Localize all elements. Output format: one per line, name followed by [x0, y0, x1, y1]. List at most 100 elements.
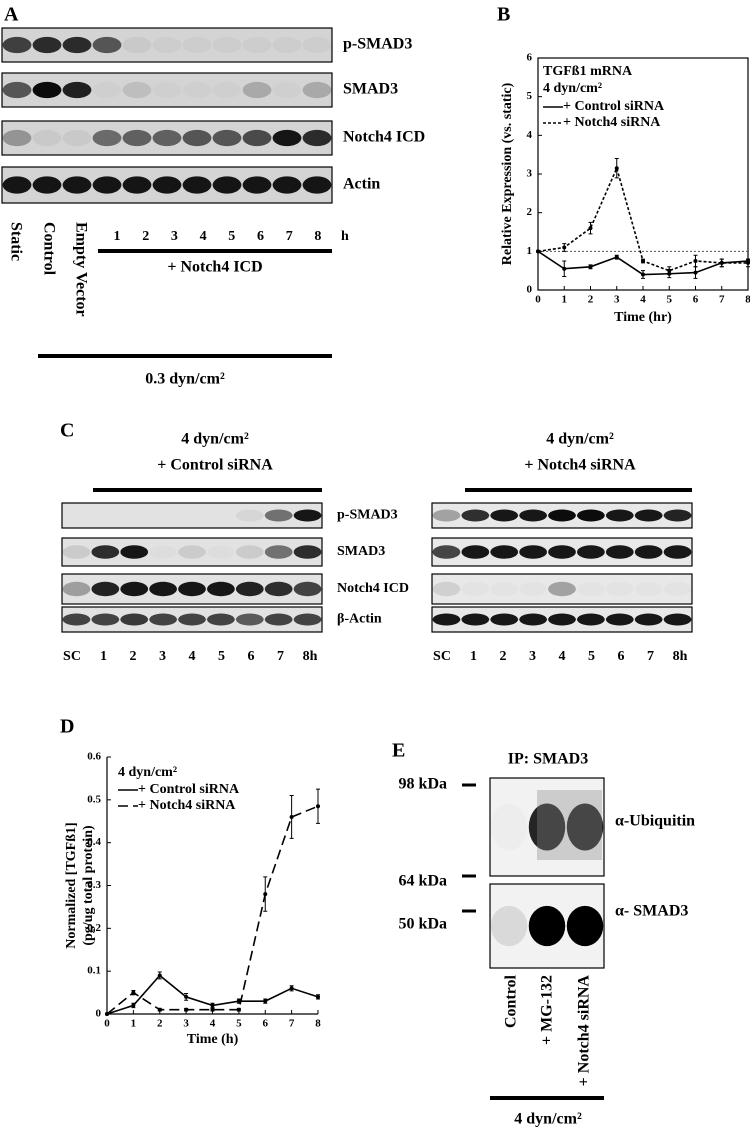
x-tick-label: 3 [183, 1018, 189, 1030]
blot-band [235, 545, 264, 559]
lane-label: 2 [130, 649, 137, 664]
panel-letter: B [497, 4, 510, 26]
blot-band [120, 613, 149, 626]
y-tick-label: 0.2 [87, 922, 101, 934]
blot-band [91, 545, 120, 559]
blot-band [490, 582, 518, 596]
condition-label: 0.3 dyn/cm² [145, 371, 225, 388]
blot-band [302, 176, 332, 194]
lane-label: Empty Vector [72, 222, 89, 317]
data-point [562, 266, 567, 271]
blot-band [264, 509, 293, 522]
lane-label: 6 [618, 649, 625, 664]
lane-label: 4 [559, 649, 566, 664]
blot-band [605, 545, 634, 559]
lane-label: 8 [314, 229, 321, 244]
blot-band [605, 509, 634, 522]
marker-label: 98 kDa [399, 776, 447, 793]
blot-band [302, 129, 332, 147]
blot-band [528, 905, 566, 947]
panel-letter: C [60, 420, 74, 442]
x-tick-label: 7 [289, 1018, 295, 1030]
blot-band [243, 37, 272, 53]
blot-label: Actin [343, 176, 380, 193]
blot-band [273, 37, 302, 53]
lane-label: 1 [100, 649, 107, 664]
blot-label: Notch4 ICD [343, 129, 425, 146]
y-tick-label: 0.5 [87, 793, 101, 805]
blot-band [664, 582, 692, 596]
lane-label: 1 [114, 229, 121, 244]
blot-band [183, 82, 212, 98]
blot-band [207, 545, 235, 558]
y-tick-label: 3 [527, 168, 533, 180]
x-tick-label: 8 [745, 294, 750, 306]
y-tick-label: 0 [527, 284, 533, 296]
series-line [106, 805, 319, 1015]
data-point [105, 1012, 109, 1016]
blot-label: p-SMAD3 [343, 36, 412, 53]
blot-band [566, 803, 604, 851]
data-point [614, 255, 619, 260]
marker-label: 64 kDa [399, 873, 447, 890]
blot-label: SMAD3 [343, 81, 398, 98]
blot-band [152, 176, 182, 194]
data-point [210, 1007, 215, 1012]
data-point [614, 166, 619, 171]
blot-band [663, 613, 692, 626]
blot-band [303, 37, 332, 53]
blot-band [2, 129, 32, 147]
blot-band [32, 36, 62, 54]
x-axis-label: Time (h) [187, 1032, 239, 1047]
blot-band [120, 545, 149, 559]
blot-band [91, 613, 120, 626]
blot-band [293, 509, 322, 522]
lane-label: 7 [286, 229, 293, 244]
blot-label: SMAD3 [337, 544, 385, 559]
lane-label: Static [7, 222, 24, 261]
treatment-label: + Notch4 siRNA [524, 457, 636, 474]
blot-band [178, 545, 206, 559]
x-tick-label: 1 [131, 1018, 137, 1030]
data-point [562, 245, 567, 250]
smear [537, 790, 602, 860]
panel-letter: E [392, 740, 405, 762]
data-point [289, 986, 294, 991]
annotation: 4 dyn/cm² [118, 765, 177, 780]
blot-band [32, 129, 62, 147]
blot-label: α- SMAD3 [615, 903, 688, 920]
data-point [316, 804, 320, 809]
x-tick-label: 4 [640, 294, 646, 306]
x-tick-label: 0 [104, 1018, 110, 1030]
lane-label: SC [63, 649, 81, 664]
blot-band [577, 613, 605, 626]
blot-band [62, 581, 91, 597]
blot-label: β-Actin [337, 612, 382, 627]
blot-band [213, 37, 242, 53]
data-point [210, 1003, 215, 1008]
blot-band [212, 129, 242, 147]
x-axis-label: Time (hr) [614, 310, 672, 325]
blot-band [62, 129, 92, 147]
blot-band [490, 545, 519, 559]
ip-title: IP: SMAD3 [508, 751, 588, 768]
blot-band [62, 81, 92, 99]
blot-band [519, 545, 547, 559]
legend-label: + Notch4 siRNA [563, 115, 661, 130]
blot-band [62, 176, 92, 194]
blot-band [2, 176, 32, 194]
lane-label: SC [433, 649, 451, 664]
annotation: TGFß1 mRNA [543, 64, 633, 79]
blot-band [2, 81, 32, 99]
blot-band [490, 905, 528, 947]
blot-band [528, 803, 566, 851]
data-point [263, 999, 268, 1004]
y-tick-label: 0 [96, 1008, 102, 1020]
shear-label: 4 dyn/cm² [546, 431, 614, 448]
lane-label: 3 [159, 649, 166, 664]
legend-label: + Control siRNA [563, 99, 665, 114]
blot-band [149, 545, 177, 558]
lane-label: 1 [470, 649, 477, 664]
lane-label: 4 [200, 229, 207, 244]
blot-band [62, 545, 91, 559]
